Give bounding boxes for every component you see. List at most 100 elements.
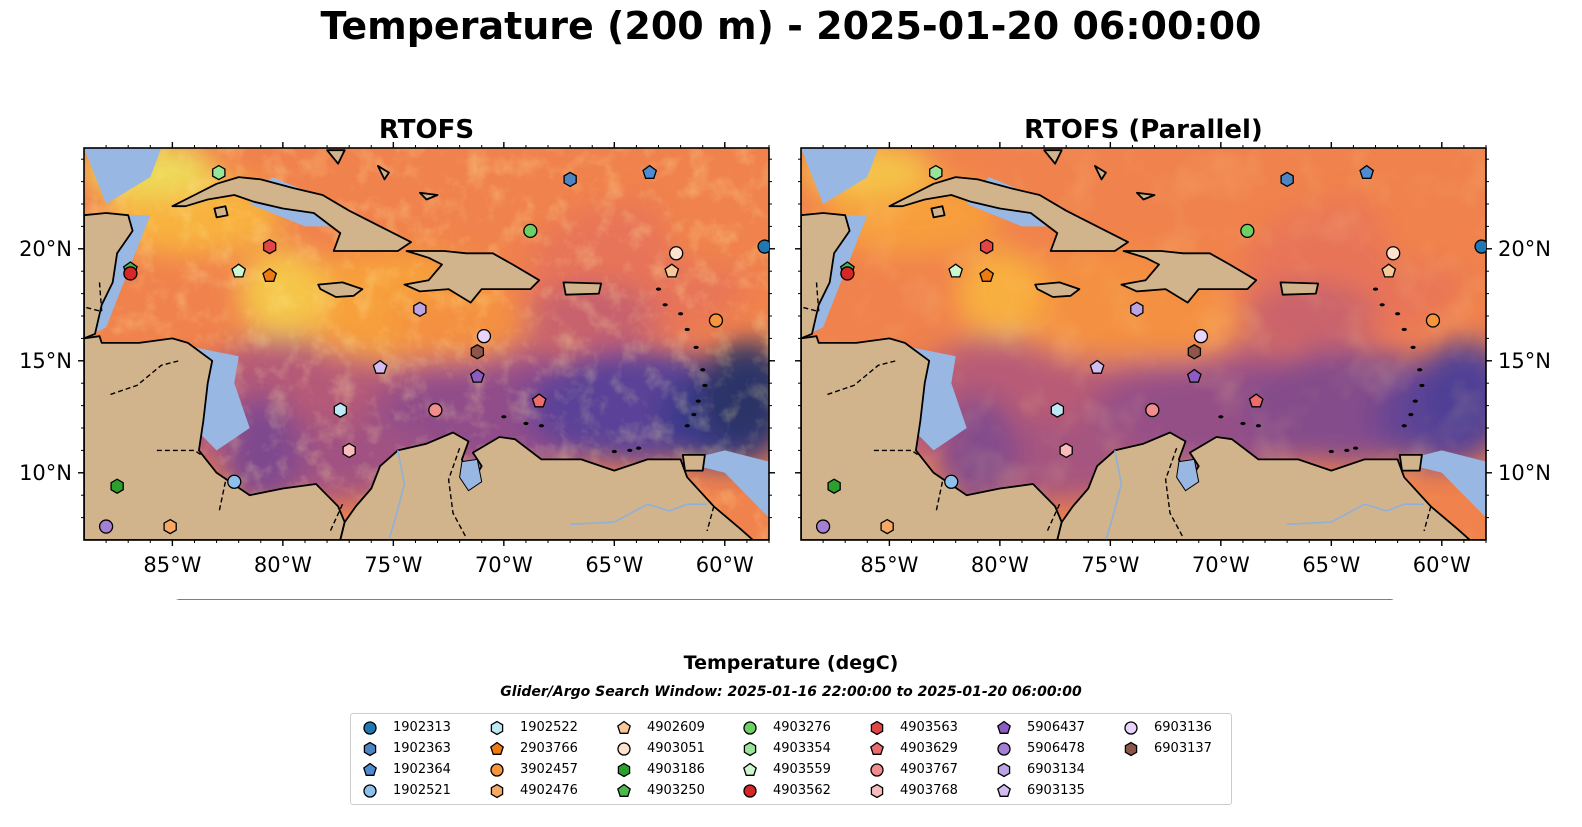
- platform-3902457-marker: [1425, 313, 1441, 328]
- land-6: [1034, 281, 1081, 298]
- land-2: [84, 212, 134, 340]
- platform-1902313-marker: [757, 239, 769, 254]
- platform-5906478-marker: [98, 519, 114, 534]
- hexagon-marker-icon: [1124, 741, 1138, 756]
- legend-item: 4903562: [741, 780, 831, 801]
- page-title: Temperature (200 m) - 2025-01-20 06:00:0…: [320, 4, 1262, 48]
- legend-marker-4903768: [870, 783, 884, 798]
- hexagon-marker-icon: [743, 741, 757, 756]
- land-1: [339, 431, 769, 540]
- platform-4903276-marker: [523, 223, 538, 239]
- legend-item: 1902521: [361, 780, 451, 801]
- legend-item: 1902522: [488, 717, 578, 738]
- platform-1902364-marker: [1359, 164, 1375, 179]
- legend-column: 1902522 2903766 3902457 4902476: [488, 717, 578, 801]
- legend-marker-4903629: [870, 741, 884, 755]
- legend-marker-4903250: [617, 783, 631, 797]
- lat-tick-label: 20°N: [19, 237, 72, 261]
- lon-tick-label: 65°W: [1302, 553, 1360, 577]
- legend-label: 3902457: [520, 762, 578, 777]
- platform-4903629-marker: [1248, 393, 1264, 408]
- map-panel-rtofs: RTOFS 85°W 80°W 75°W 70°W 65°W 60°W 20°N 15°N 10°…: [19, 115, 775, 577]
- pentagon-marker-icon: [870, 741, 884, 755]
- search-window-caption: Glider/Argo Search Window: 2025-01-16 22…: [500, 684, 1082, 700]
- land-4: [930, 205, 946, 219]
- hexagon-marker-icon: [870, 783, 884, 798]
- legend-item: 6903136: [1122, 717, 1212, 738]
- circle-marker-icon: [870, 762, 884, 777]
- legend-item: 4903186: [615, 759, 705, 780]
- lon-tick-label: 60°W: [696, 553, 754, 577]
- legend-label: 1902313: [393, 720, 451, 735]
- pentagon-marker-icon: [617, 720, 631, 734]
- map-title: RTOFS: [379, 115, 474, 145]
- pentagon-marker-icon: [997, 783, 1011, 797]
- lon-tick-label: 75°W: [1081, 553, 1139, 577]
- platform-4903276-marker: [1240, 223, 1255, 239]
- legend-marker-5906437: [997, 720, 1011, 734]
- platform-1902363-marker: [1280, 171, 1294, 188]
- platform-6903135-marker: [1089, 359, 1105, 374]
- legend-item: 1902364: [361, 759, 451, 780]
- platform-6903137-marker: [1187, 344, 1202, 360]
- legend-label: 1902364: [393, 762, 451, 777]
- legend-item: 4903768: [868, 780, 958, 801]
- platform-4903563-marker: [262, 238, 277, 255]
- circle-marker-icon: [997, 741, 1011, 756]
- legend-item: 4902476: [488, 780, 578, 801]
- land-9: [1094, 164, 1107, 181]
- legend-label: 4903629: [900, 741, 958, 756]
- legend-marker-4902476: [490, 783, 504, 798]
- legend-label: 4903563: [900, 720, 958, 735]
- legend-item: 6903137: [1122, 738, 1212, 759]
- platform-markers: [98, 164, 769, 535]
- legend-marker-4903051: [617, 741, 631, 756]
- platform-5906437-marker: [469, 368, 485, 383]
- legend-label: 4903354: [773, 741, 831, 756]
- pentagon-marker-icon: [743, 762, 757, 776]
- legend-label: 4903559: [773, 762, 831, 777]
- land-8: [1043, 149, 1063, 165]
- circle-marker-icon: [490, 762, 504, 777]
- land-9: [376, 164, 390, 181]
- legend-marker-6903134: [997, 762, 1011, 777]
- lat-tick-label: 15°N: [1498, 349, 1551, 373]
- land-8: [326, 149, 346, 165]
- platform-5906437-marker: [1186, 368, 1202, 383]
- pentagon-marker-icon: [617, 783, 631, 797]
- lat-tick-label: 15°N: [19, 349, 72, 373]
- hexagon-marker-icon: [617, 762, 631, 777]
- legend-label: 4903562: [773, 783, 831, 798]
- legend-column: 1902313 1902363 1902364 1902521: [361, 717, 451, 801]
- legend-item: 3902457: [488, 759, 578, 780]
- legend-item: 4903563: [868, 717, 958, 738]
- legend-label: 6903135: [1027, 783, 1085, 798]
- lon-tick-label: 85°W: [860, 553, 918, 577]
- legend-item: 4903276: [741, 717, 831, 738]
- platform-4902476-marker: [880, 518, 894, 535]
- platform-markers: [815, 164, 1486, 535]
- legend-marker-4903767: [870, 762, 884, 777]
- hexagon-marker-icon: [363, 741, 377, 756]
- legend-item: 4903354: [741, 738, 831, 759]
- colorbar-label: Temperature (degC): [683, 652, 899, 674]
- legend-label: 4903250: [647, 783, 705, 798]
- lon-tick-label: 80°W: [254, 553, 312, 577]
- legend-marker-4903354: [743, 741, 757, 756]
- land-10: [418, 191, 439, 201]
- legend-item: 5906437: [995, 717, 1085, 738]
- legend-item: 4903629: [868, 738, 958, 759]
- legend-item: 2903766: [488, 738, 578, 759]
- hexagon-marker-icon: [870, 720, 884, 735]
- platform-5906478-marker: [815, 519, 831, 534]
- legend-item: 1902313: [361, 717, 451, 738]
- legend-label: 1902521: [393, 783, 451, 798]
- maps-figure: RTOFS 85°W 80°W 75°W 70°W 65°W 60°W 20°N 15°N 10°…: [19, 115, 1551, 600]
- legend-marker-4902609: [617, 720, 631, 734]
- platform-4903629-marker: [531, 393, 547, 408]
- land-3: [171, 176, 412, 252]
- platform-6903134-marker: [1130, 301, 1144, 318]
- platform-6903135-marker: [372, 359, 388, 374]
- land-6: [317, 281, 364, 298]
- legend-item: 4903250: [615, 780, 705, 801]
